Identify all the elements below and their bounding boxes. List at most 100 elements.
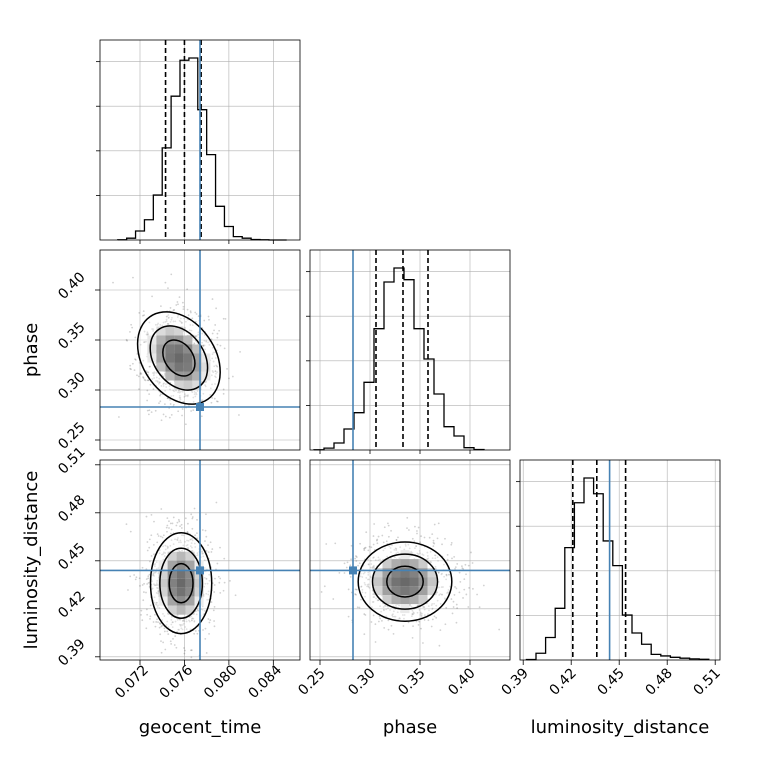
pair-phase-luminosity_distance-point (407, 543, 410, 546)
xtick-label-phase-1: 0.30 (345, 665, 378, 698)
pair-geocent_time-luminosity_distance-point (164, 548, 167, 551)
pair-geocent_time-phase-point (177, 391, 179, 394)
pair-phase-luminosity_distance-point (403, 548, 406, 551)
pair-phase-luminosity_distance-point (433, 542, 436, 545)
pair-geocent_time-luminosity_distance-point (167, 626, 170, 629)
pair-geocent_time-luminosity_distance-point (189, 538, 192, 541)
pair-geocent_time-phase-point (211, 383, 213, 386)
pair-phase-luminosity_distance-point (360, 585, 363, 588)
pair-phase-luminosity_distance-point (463, 588, 466, 591)
pair-geocent_time-luminosity_distance-point (164, 552, 167, 554)
xlabel-luminosity_distance: luminosity_distance (531, 717, 710, 738)
pair-geocent_time-luminosity_distance-point (203, 585, 206, 588)
pair-phase-luminosity_distance-point (414, 525, 416, 528)
pair-phase-luminosity_distance-point (377, 599, 380, 602)
pair-geocent_time-phase-point (191, 391, 194, 393)
pair-phase-luminosity_distance-point (427, 619, 430, 622)
pair-geocent_time-phase-point (216, 371, 218, 374)
pair-phase-luminosity_distance-density-cell (418, 595, 428, 605)
pair-phase-luminosity_distance-point (498, 628, 501, 631)
pair-geocent_time-phase-point (214, 357, 217, 359)
pair-phase-luminosity_distance-point (472, 587, 474, 590)
pair-phase-luminosity_distance-point (449, 585, 451, 588)
pair-geocent_time-luminosity_distance-point (209, 541, 212, 544)
pair-geocent_time-phase-point (130, 368, 132, 371)
pair-phase-luminosity_distance-density-cell (382, 595, 392, 605)
pair-geocent_time-luminosity_distance-point (213, 620, 215, 622)
pair-geocent_time-luminosity_distance-point (152, 543, 155, 546)
pair-geocent_time-phase-point (179, 320, 182, 323)
pair-geocent_time-luminosity_distance-point (162, 613, 164, 615)
pair-geocent_time-phase-point (138, 361, 141, 364)
pair-geocent_time-luminosity_distance-point (129, 575, 132, 578)
pair-geocent_time-luminosity_distance-point (153, 583, 155, 586)
pair-geocent_time-phase-point (148, 365, 151, 368)
pair-geocent_time-luminosity_distance-point (159, 622, 161, 624)
pair-geocent_time-luminosity_distance-point (219, 591, 222, 594)
pair-phase-luminosity_distance-point (387, 607, 389, 610)
pair-geocent_time-luminosity_distance-point (162, 558, 165, 561)
pair-geocent_time-luminosity_distance-point (182, 622, 185, 625)
pair-phase-luminosity_distance-point (432, 545, 435, 548)
pair-phase-luminosity_distance-density-cell (409, 595, 419, 605)
pair-phase-luminosity_distance-point (401, 614, 404, 616)
pair-geocent_time-phase-point (178, 396, 181, 399)
pair-phase-luminosity_distance-point (467, 564, 470, 567)
pair-geocent_time-phase-point (214, 383, 216, 385)
pair-geocent_time-phase-point (166, 322, 169, 325)
pair-geocent_time-phase-point (134, 358, 136, 360)
pair-geocent_time-phase-point (201, 344, 204, 347)
pair-geocent_time-luminosity_distance-point (155, 568, 158, 571)
pair-geocent_time-luminosity_distance-point (192, 617, 195, 620)
pair-phase-luminosity_distance-point (412, 625, 414, 627)
pair-geocent_time-luminosity_distance-point (157, 535, 160, 537)
pair-geocent_time-phase-point (146, 389, 149, 392)
pair-geocent_time-phase-point (194, 395, 197, 398)
pair-geocent_time-luminosity_distance-point (176, 538, 178, 541)
pair-geocent_time-phase-point (172, 389, 175, 392)
pair-geocent_time-luminosity_distance-point (160, 651, 163, 654)
pair-phase-luminosity_distance-point (359, 575, 362, 578)
hist-luminosity_distance-step (525, 477, 710, 661)
pair-phase-luminosity_distance-point (370, 576, 372, 579)
pair-geocent_time-phase-point (145, 370, 148, 373)
pair-phase-luminosity_distance-point (391, 614, 394, 617)
pair-geocent_time-phase-point (204, 381, 207, 383)
pair-phase-luminosity_distance-point (375, 597, 377, 600)
pair-geocent_time-luminosity_distance-point (159, 535, 162, 538)
pair-geocent_time-luminosity_distance-point (208, 632, 210, 635)
pair-geocent_time-luminosity_distance-point (145, 627, 148, 630)
pair-phase-luminosity_distance-point (372, 535, 375, 537)
pair-geocent_time-phase-density-cell (192, 344, 202, 354)
pair-phase-luminosity_distance-point (398, 557, 401, 560)
pair-geocent_time-phase-point (148, 321, 151, 324)
ytick-label-phase-3: 0.40 (55, 269, 88, 302)
pair-geocent_time-luminosity_distance-point (191, 516, 194, 518)
pair-phase-luminosity_distance-density-cell (409, 559, 419, 569)
pair-geocent_time-phase-point (216, 332, 219, 335)
pair-phase-luminosity_distance-point (365, 531, 368, 534)
pair-phase-luminosity_distance-point (442, 586, 444, 588)
pair-phase-luminosity_distance-point (367, 563, 370, 566)
pair-geocent_time-luminosity_distance-point (222, 589, 225, 592)
pair-geocent_time-phase-point (148, 409, 151, 412)
pair-phase-luminosity_distance-point (419, 612, 422, 615)
pair-phase-luminosity_distance-point (412, 613, 415, 616)
pair-geocent_time-luminosity_distance-density-cell (167, 569, 177, 579)
pair-geocent_time-phase-point (181, 301, 184, 304)
pair-phase-luminosity_distance-point (358, 606, 361, 609)
pair-geocent_time-phase-point (142, 377, 145, 379)
pair-phase-luminosity_distance-point (390, 624, 393, 627)
pair-phase-luminosity_distance-point (437, 581, 440, 583)
pair-geocent_time-phase-point (158, 402, 160, 405)
pair-geocent_time-luminosity_distance-point (213, 625, 216, 628)
pair-geocent_time-luminosity_distance-point (172, 516, 175, 519)
pair-geocent_time-luminosity_distance-point (176, 521, 179, 524)
pair-geocent_time-phase-point (211, 298, 214, 300)
pair-phase-luminosity_distance-point (347, 615, 350, 618)
pair-geocent_time-phase-point (146, 331, 149, 334)
pair-geocent_time-phase-point (238, 414, 240, 416)
pair-geocent_time-phase-point (179, 317, 182, 320)
pair-phase-luminosity_distance-point (355, 593, 357, 596)
pair-phase-luminosity_distance-point (354, 593, 357, 595)
